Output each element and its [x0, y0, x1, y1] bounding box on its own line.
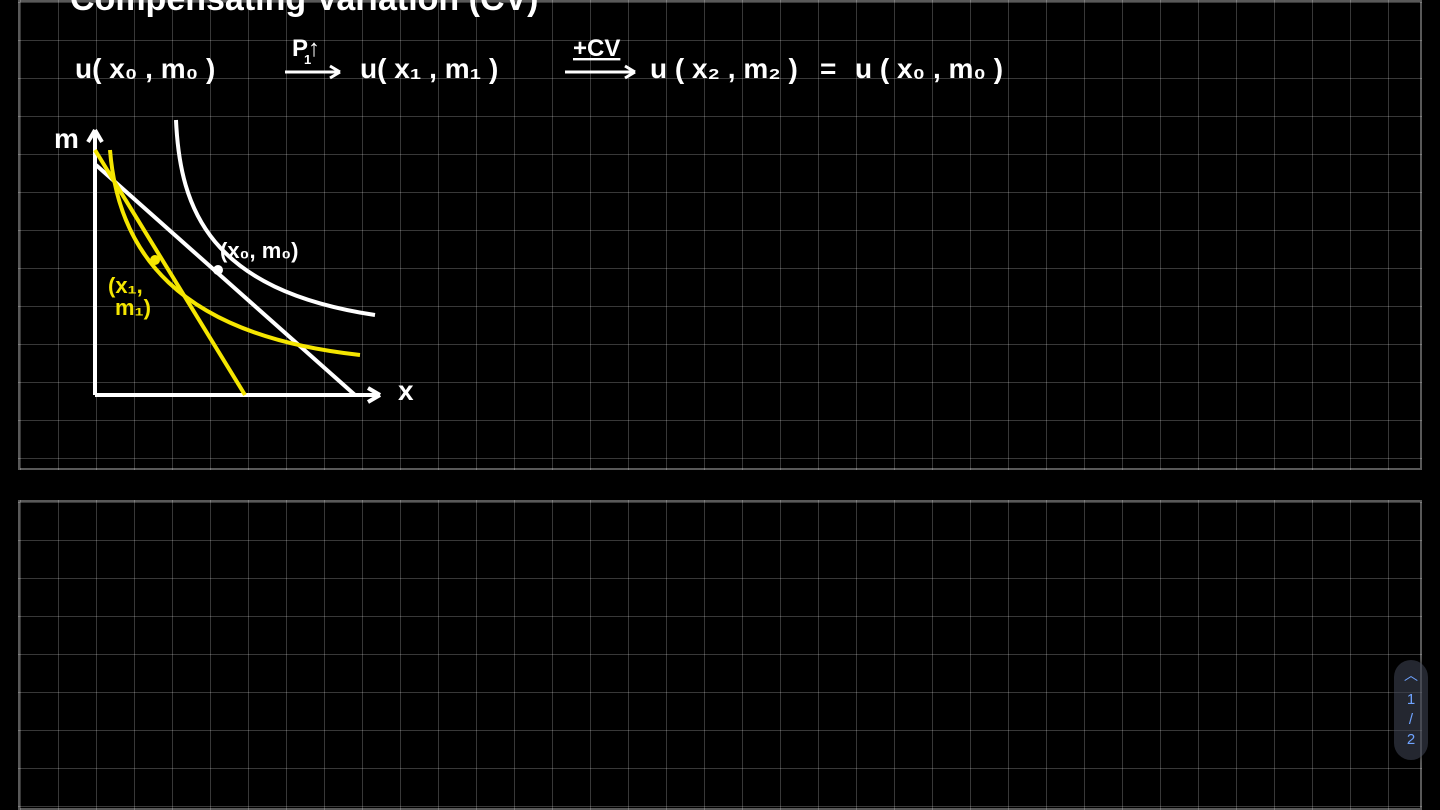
grid-pane-bottom[interactable] [18, 500, 1422, 810]
chevron-up-icon[interactable]: ︿ [1404, 668, 1418, 682]
page-total: 2 [1407, 730, 1415, 750]
page-sep: / [1409, 710, 1413, 730]
whiteboard-canvas: Compensating Variation (CV) u( x₀ , m₀ )… [0, 0, 1440, 810]
page-current: 1 [1407, 690, 1415, 710]
pane-divider [0, 470, 1440, 500]
page-indicator[interactable]: ︿ 1 / 2 [1394, 660, 1428, 760]
grid-pane-top[interactable] [18, 0, 1422, 470]
